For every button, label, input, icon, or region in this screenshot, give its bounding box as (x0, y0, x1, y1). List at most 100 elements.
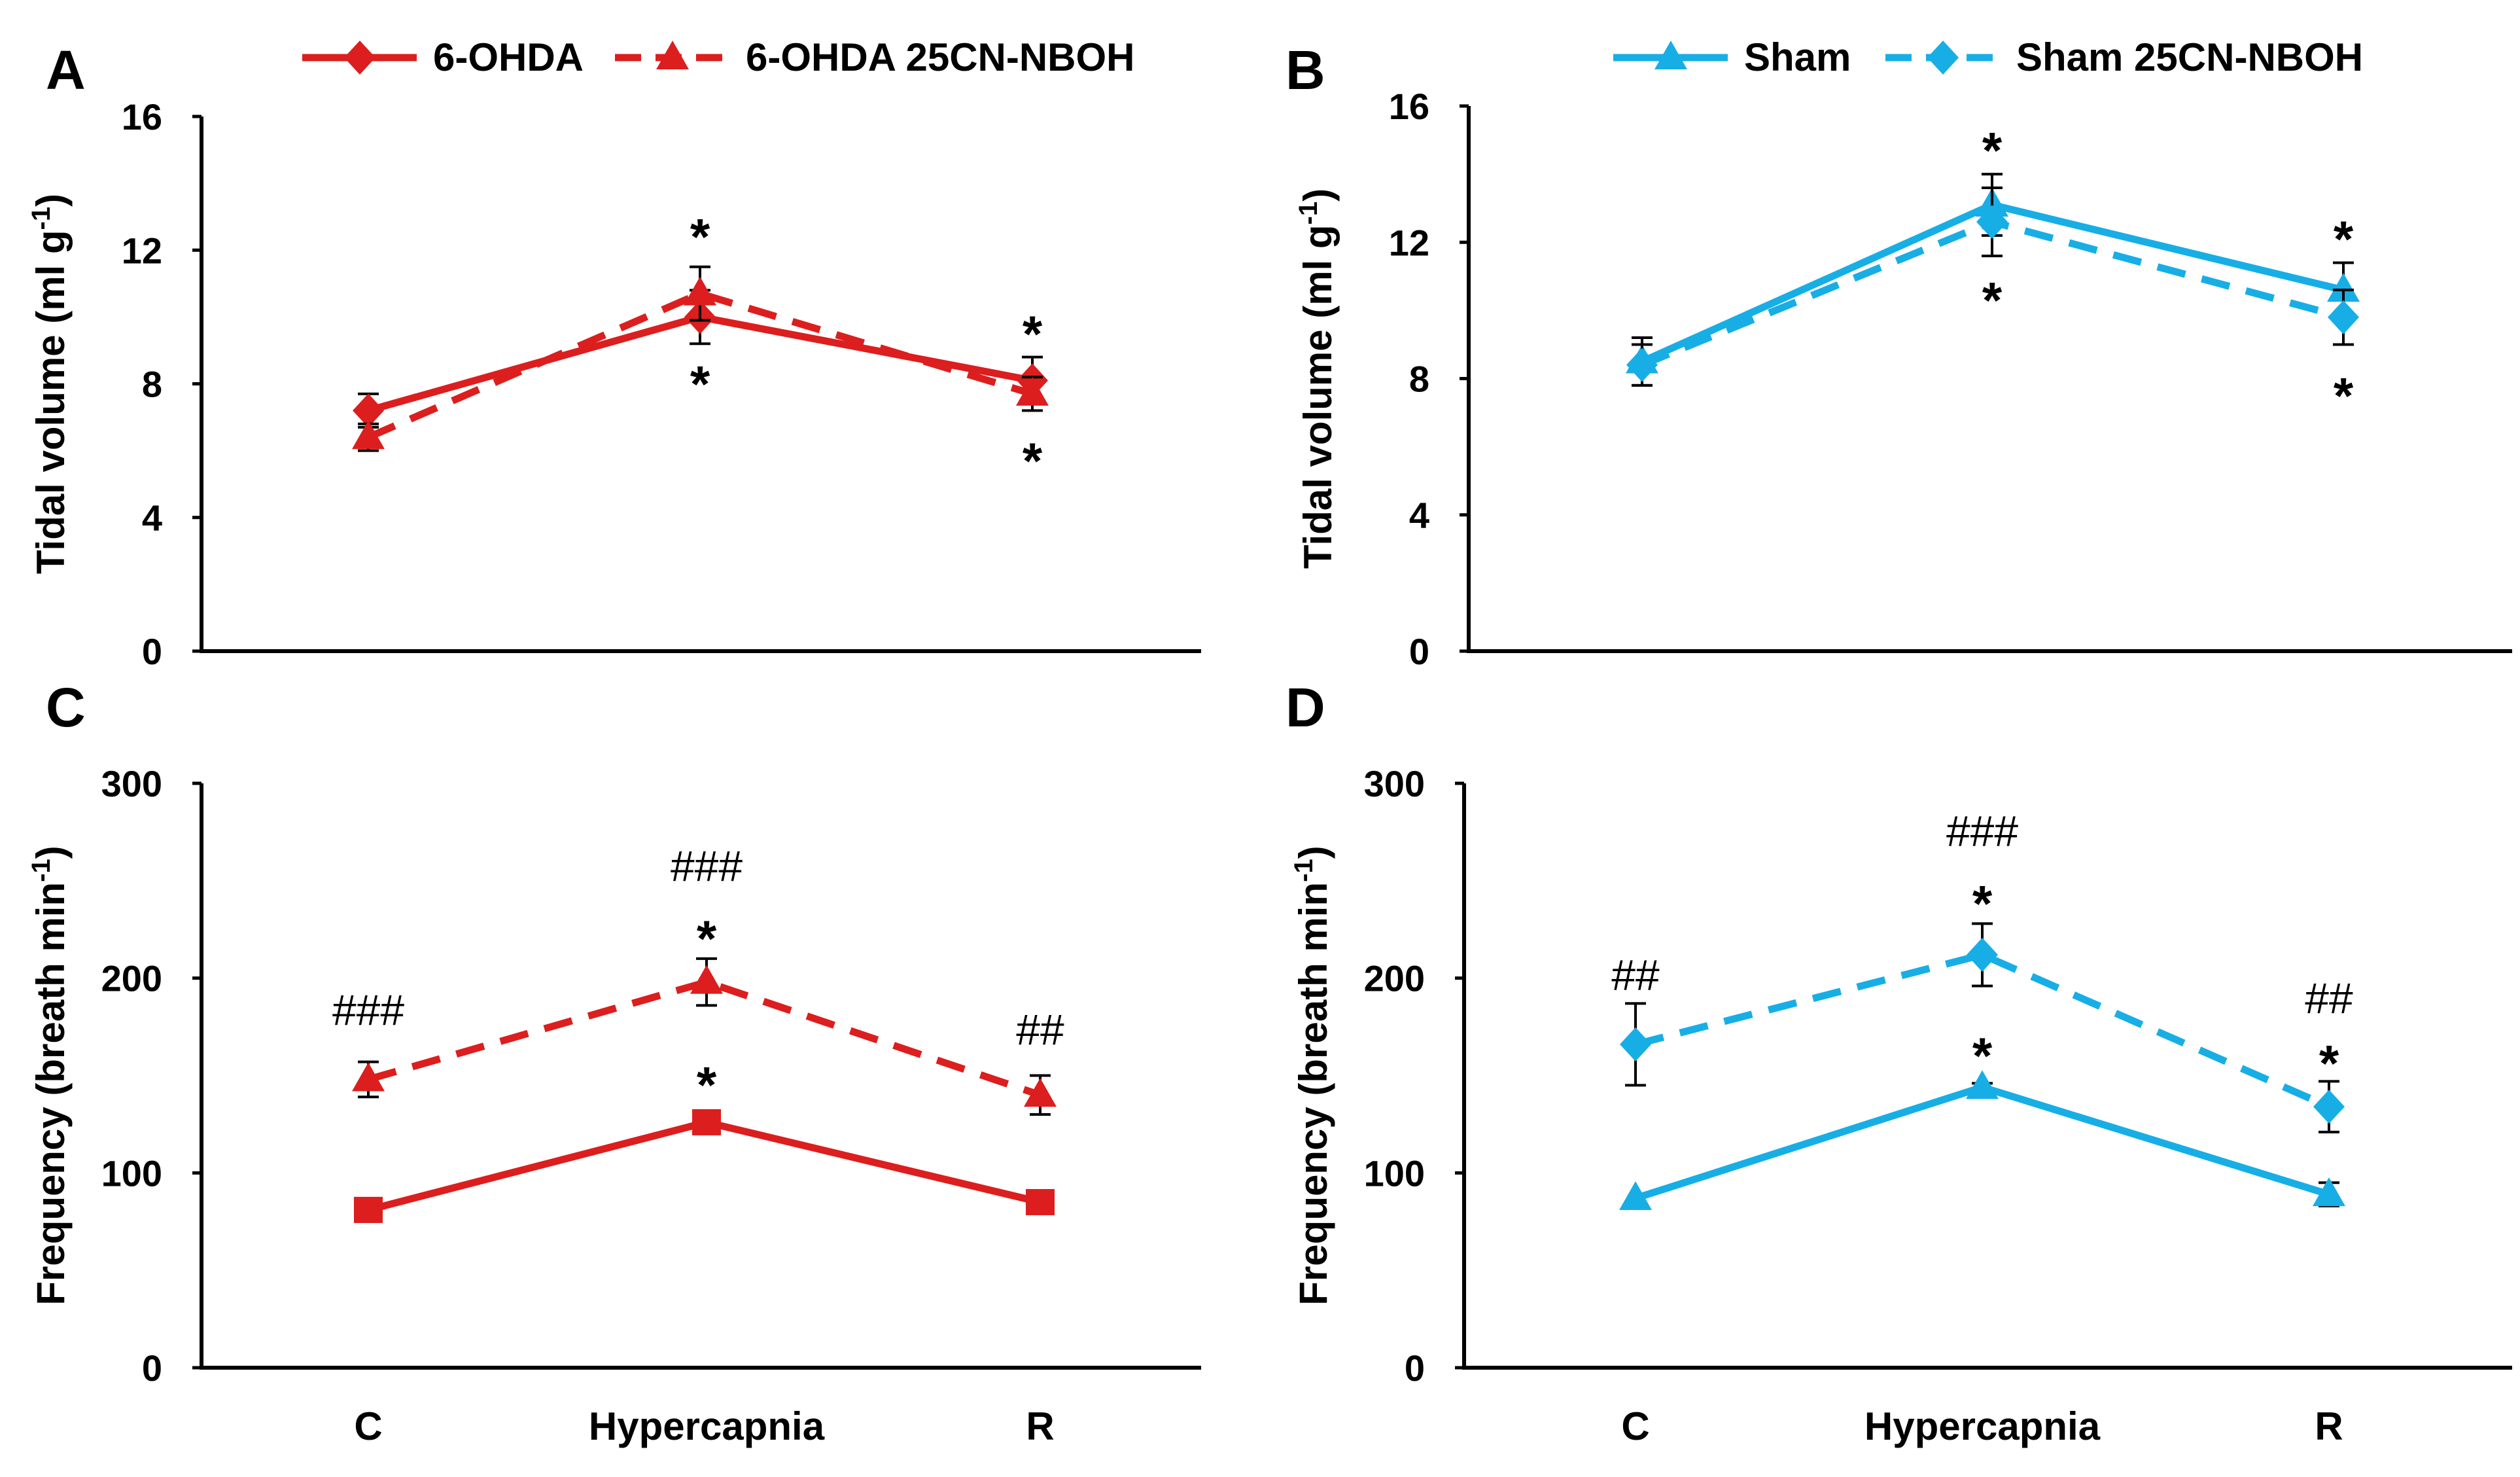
data-point (2327, 273, 2360, 302)
panel-d: D 0 100 200 300 C Hypercapnia R Frequency (breat… (1286, 677, 2512, 1448)
y-tick-label: 0 (142, 1347, 162, 1389)
series-6-ohda-25cn-nboh (352, 265, 1049, 452)
y-axis-label-text: Frequency (breath min (29, 882, 73, 1306)
series-line (1634, 951, 2331, 1111)
significance-star: * (2319, 1035, 2339, 1092)
data-point (1016, 376, 1049, 406)
legend-swatch-marker (656, 41, 689, 69)
significance-star: * (1972, 875, 1993, 933)
significance-hash: ## (2305, 974, 2353, 1022)
panel-tag: B (1286, 39, 1325, 101)
panel-tag: D (1286, 677, 1325, 738)
series-6-ohda-25cn-nboh (352, 957, 1057, 1116)
data-point (1026, 1188, 1055, 1215)
significance-star: * (1982, 272, 2003, 329)
legend-top-right: Sham Sham 25CN-NBOH (1613, 35, 2363, 79)
data-point (352, 420, 385, 450)
legend-item: Sham 25CN-NBOH (1885, 35, 2363, 79)
series-sham-25cn-nboh (1620, 922, 2345, 1133)
y-tick-label: 12 (1389, 222, 1429, 263)
significance-hash: ### (1946, 806, 2018, 855)
y-tick-label: 300 (101, 763, 162, 804)
legend-label: Sham (1744, 35, 1851, 79)
data-point (352, 1062, 385, 1092)
significance-star: * (1023, 432, 1043, 489)
y-tick-label: 8 (142, 364, 162, 405)
legend-label: Sham 25CN-NBOH (2016, 35, 2363, 79)
data-point (692, 1109, 721, 1135)
data-point (1620, 1027, 1651, 1061)
y-tick-label: 100 (101, 1152, 162, 1194)
data-point (1966, 1070, 1999, 1099)
y-tick-label: 8 (1409, 359, 1429, 400)
legend-label: 6-OHDA (433, 35, 584, 79)
legend-swatch-marker (1927, 41, 1959, 75)
y-axis-label-sup: -1 (1289, 859, 1318, 882)
y-tick-label: 300 (1364, 763, 1425, 804)
significance-star: * (697, 910, 717, 967)
data-point (2313, 1177, 2345, 1207)
significance-star: * (690, 355, 710, 412)
y-tick-label: 16 (1389, 86, 1429, 127)
significance-hash: ### (332, 986, 404, 1034)
significance-star: * (690, 208, 710, 266)
legend-top-left: 6-OHDA 6-OHDA 25CN-NBOH (302, 35, 1135, 79)
panel-a: A 0 4 8 12 16 Tidal volume (ml g-1) * * * * (27, 39, 1201, 672)
y-tick-label: 0 (142, 631, 162, 672)
data-point (2328, 300, 2359, 334)
legend-label: 6-OHDA 25CN-NBOH (746, 35, 1135, 79)
y-axis-label-text: Frequency (breath min (1291, 882, 1335, 1306)
data-point (1976, 205, 2008, 240)
y-tick-label: 4 (142, 497, 162, 539)
y-tick-label: 0 (1405, 1347, 1425, 1389)
y-axis-label-sup: -1 (27, 207, 56, 230)
y-tick-label: 16 (122, 96, 162, 137)
significance-star: * (2334, 210, 2354, 268)
data-point (1619, 1181, 1652, 1211)
series-sham (1619, 1070, 2345, 1211)
y-axis-label-text: Tidal volume (ml g (29, 230, 73, 574)
y-axis-label-text: Tidal volume (ml g (1296, 224, 1340, 569)
series-line (367, 978, 1041, 1099)
data-point (2313, 1090, 2345, 1124)
y-axis-label-sup: -1 (1294, 202, 1323, 225)
y-tick-label: 12 (122, 230, 162, 271)
series-line (367, 1118, 1041, 1214)
y-axis-label-sup: -1 (27, 859, 56, 882)
y-axis-label-end: ) (29, 845, 73, 859)
y-axis-label: Frequency (breath min-1) (27, 845, 73, 1305)
legend-item: Sham (1613, 35, 1851, 79)
data-point (1626, 347, 1658, 382)
x-tick-label: R (1026, 1404, 1054, 1448)
y-tick-label: 200 (1364, 958, 1425, 999)
data-point (690, 965, 723, 994)
x-tick-label: Hypercapnia (1864, 1404, 2101, 1448)
x-tick-label: C (354, 1404, 382, 1448)
x-tick-label: C (1621, 1404, 1649, 1448)
significance-star: * (1972, 1027, 1993, 1084)
data-point (353, 393, 384, 428)
legend-swatch-marker (1654, 41, 1687, 69)
significance-hash: ### (671, 842, 743, 890)
y-tick-label: 4 (1409, 495, 1429, 536)
legend-item: 6-OHDA (302, 35, 584, 79)
panel-tag: A (46, 39, 86, 101)
y-axis-label-end: ) (29, 194, 73, 207)
series-line (1634, 1083, 2330, 1202)
x-tick-label: Hypercapnia (589, 1404, 825, 1448)
panel-b: B 0 4 8 12 16 Tidal volume (ml g-1) * * * * (1286, 39, 2512, 672)
significance-star: * (1982, 121, 2003, 179)
y-tick-label: 200 (101, 958, 162, 999)
y-tick-label: 100 (1364, 1152, 1425, 1194)
significance-star: * (2334, 366, 2354, 424)
y-axis-label: Tidal volume (ml g-1) (27, 194, 73, 574)
data-point (1967, 937, 1998, 972)
significance-star: * (697, 1056, 717, 1113)
series-6-ohda (354, 1109, 1055, 1223)
legend-swatch-marker (344, 41, 376, 75)
data-point (354, 1196, 383, 1223)
y-axis-label-end: ) (1296, 188, 1340, 202)
significance-star: * (1023, 305, 1043, 363)
y-tick-label: 0 (1409, 631, 1429, 672)
